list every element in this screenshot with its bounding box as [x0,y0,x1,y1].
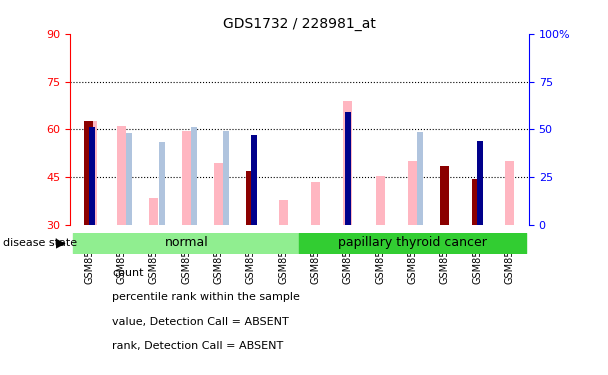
Bar [150,198,159,225]
Bar [417,132,423,225]
Text: percentile rank within the sample: percentile rank within the sample [112,292,300,302]
Text: papillary thyroid cancer: papillary thyroid cancer [338,236,487,249]
Bar [376,176,385,225]
Text: ▶: ▶ [56,237,66,249]
Text: normal: normal [164,236,208,249]
Bar [88,122,97,225]
Bar [440,166,449,225]
Bar [408,161,417,225]
Bar [250,135,257,225]
Bar [345,112,351,225]
Bar [344,101,353,225]
Title: GDS1732 / 228981_at: GDS1732 / 228981_at [223,17,376,32]
Bar [214,163,223,225]
Bar [182,131,191,225]
Text: rank, Detection Call = ABSENT: rank, Detection Call = ABSENT [112,341,284,351]
Bar [311,182,320,225]
Text: count: count [112,268,144,278]
Bar [223,131,229,225]
Text: disease state: disease state [3,238,77,248]
Bar [472,179,482,225]
Bar [505,161,514,225]
Bar [246,171,255,225]
Bar [477,141,483,225]
Bar [191,128,197,225]
Bar [117,126,126,225]
Text: value, Detection Call = ABSENT: value, Detection Call = ABSENT [112,316,289,327]
Bar [159,142,165,225]
Bar [89,126,95,225]
Bar [85,122,94,225]
Bar [278,200,288,225]
Bar [126,133,133,225]
